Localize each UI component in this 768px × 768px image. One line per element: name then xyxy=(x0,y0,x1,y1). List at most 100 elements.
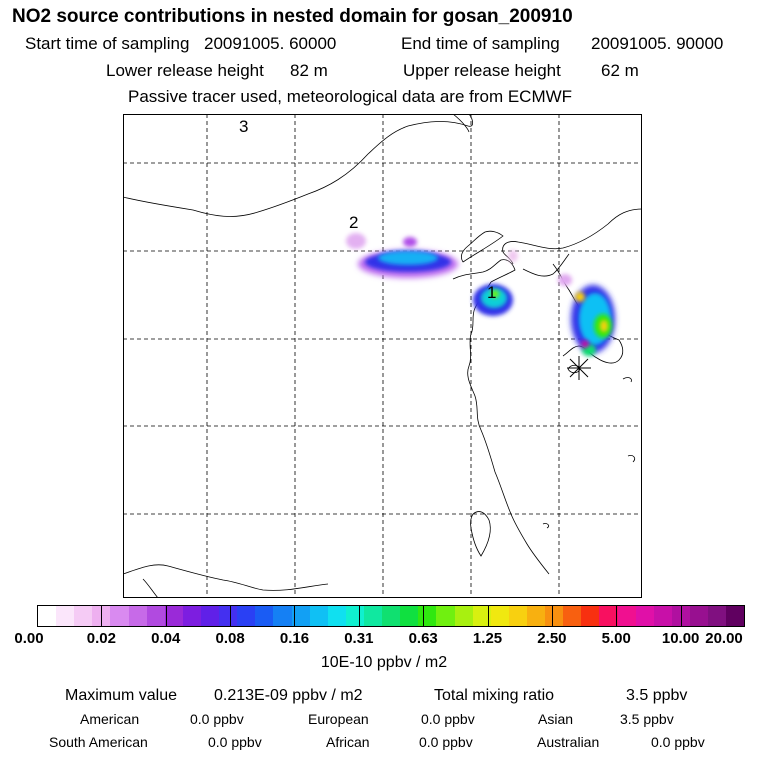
region-label-1: 1 xyxy=(487,283,496,302)
plume-peak xyxy=(600,320,608,332)
start-time-value: 20091005. 60000 xyxy=(204,34,337,53)
colorbar-swatch xyxy=(200,606,220,626)
total-mixing-label: Total mixing ratio xyxy=(434,687,555,704)
island-coast xyxy=(622,377,632,383)
colorbar-swatch xyxy=(382,606,401,626)
colorbar-swatch xyxy=(454,606,473,626)
colorbar-tick-label: 0.02 xyxy=(86,630,116,647)
plume-peak xyxy=(575,292,585,302)
graticule xyxy=(123,114,642,598)
coastlines xyxy=(123,114,642,598)
plume-core xyxy=(481,288,507,308)
colorbar-swatch xyxy=(255,606,274,626)
colorbar-swatch xyxy=(327,606,346,626)
region-value-australian: 0.0 ppbv xyxy=(651,734,705,750)
colorbar-swatch xyxy=(490,606,509,626)
border-line xyxy=(123,114,474,217)
plume-halo xyxy=(346,233,366,249)
colorbar-swatch xyxy=(128,606,147,626)
colorbar-swatch xyxy=(164,606,183,626)
korea-border xyxy=(522,253,570,277)
region-name-european: European xyxy=(308,711,369,727)
colorbar-swatch xyxy=(708,606,727,626)
border-line xyxy=(142,578,159,598)
region-value-south-american: 0.0 ppbv xyxy=(208,734,262,750)
colorbar-swatch xyxy=(146,606,165,626)
colorbar-divider xyxy=(680,605,682,627)
colorbar-swatch xyxy=(291,606,310,626)
colorbar-swatch xyxy=(563,606,582,626)
colorbar-tick-label: 0.04 xyxy=(151,630,181,647)
colorbar-divider xyxy=(358,605,360,627)
island-coast xyxy=(627,455,636,463)
start-time-label: Start time of sampling xyxy=(25,34,190,53)
colorbar-swatch xyxy=(581,606,600,626)
colorbar-swatch xyxy=(689,606,709,626)
colorbar-swatch xyxy=(309,606,328,626)
colorbar-swatch xyxy=(635,606,654,626)
lower-height-value: 82 m xyxy=(290,61,328,80)
colorbar-swatch xyxy=(653,606,672,626)
region-name-south-american: South American xyxy=(49,734,148,750)
plume-1 xyxy=(473,284,513,316)
map-panel: 3 2 1 xyxy=(123,114,642,598)
upper-height-label: Upper release height xyxy=(403,61,561,80)
map-svg: 3 2 1 xyxy=(123,114,642,598)
island-coast xyxy=(542,523,550,529)
peninsula-coast xyxy=(452,259,516,283)
colorbar-swatch xyxy=(182,606,201,626)
colorbar-tick-label: 5.00 xyxy=(601,630,631,647)
plume-peak xyxy=(491,290,499,298)
region-label-2: 2 xyxy=(349,213,358,232)
colorbar-tick-label: 0.31 xyxy=(344,630,374,647)
colorbar-swatch xyxy=(237,606,256,626)
colorbar-divider xyxy=(230,605,232,627)
region-name-asian: Asian xyxy=(538,711,574,727)
colorbar-tick-label: 0.63 xyxy=(408,630,438,647)
colorbar-swatch xyxy=(545,606,564,626)
colorbar-divider xyxy=(165,605,167,627)
colorbar-divider xyxy=(551,605,553,627)
region-value-asian: 3.5 ppbv xyxy=(620,711,674,727)
colorbar-swatch xyxy=(726,606,745,626)
colorbar-tick-label: 0.00 xyxy=(14,630,44,647)
colorbar-tick-label: 20.00 xyxy=(705,630,743,647)
colorbar-tick-label: 2.50 xyxy=(537,630,567,647)
colorbar-swatch xyxy=(617,606,636,626)
colorbar-swatch xyxy=(436,606,455,626)
east-coast xyxy=(467,281,550,575)
region-value-african: 0.0 ppbv xyxy=(419,734,473,750)
region-name-australian: Australian xyxy=(537,734,600,750)
region-value-european: 0.0 ppbv xyxy=(421,711,475,727)
map-title: NO2 source contributions in nested domai… xyxy=(12,6,573,27)
receptor-marker-icon xyxy=(567,356,591,380)
colorbar-tick-label: 0.16 xyxy=(279,630,310,647)
border-line xyxy=(502,208,642,265)
colorbar-swatch xyxy=(418,606,437,626)
colorbar-swatch xyxy=(110,606,129,626)
plume-2 xyxy=(346,233,518,278)
region-name-american: American xyxy=(80,711,140,727)
colorbar-swatch xyxy=(38,606,57,626)
colorbar-swatch xyxy=(345,606,364,626)
region-label-3: 3 xyxy=(239,117,248,136)
end-time-value: 20091005. 90000 xyxy=(591,34,724,53)
colorbar-swatch xyxy=(219,606,238,626)
colorbar-tick-label: 0.08 xyxy=(215,630,245,647)
colorbar-swatch xyxy=(363,606,383,626)
total-mixing-value: 3.5 ppbv xyxy=(626,687,688,704)
taiwan-coast xyxy=(470,511,491,557)
colorbar-swatch xyxy=(273,606,292,626)
region-name-african: African xyxy=(326,734,370,750)
colorbar-swatch xyxy=(74,606,93,626)
colorbar-swatch xyxy=(508,606,527,626)
lower-height-label: Lower release height xyxy=(106,61,264,80)
colorbar-swatch xyxy=(400,606,419,626)
colorbar-swatch xyxy=(472,606,491,626)
region-value-american: 0.0 ppbv xyxy=(190,711,244,727)
end-time-label: End time of sampling xyxy=(401,34,560,53)
colorbar-divider xyxy=(294,605,296,627)
colorbar-swatch xyxy=(56,606,75,626)
max-value: 0.213E-09 ppbv / m2 xyxy=(214,687,363,704)
plume-halo xyxy=(508,250,518,262)
